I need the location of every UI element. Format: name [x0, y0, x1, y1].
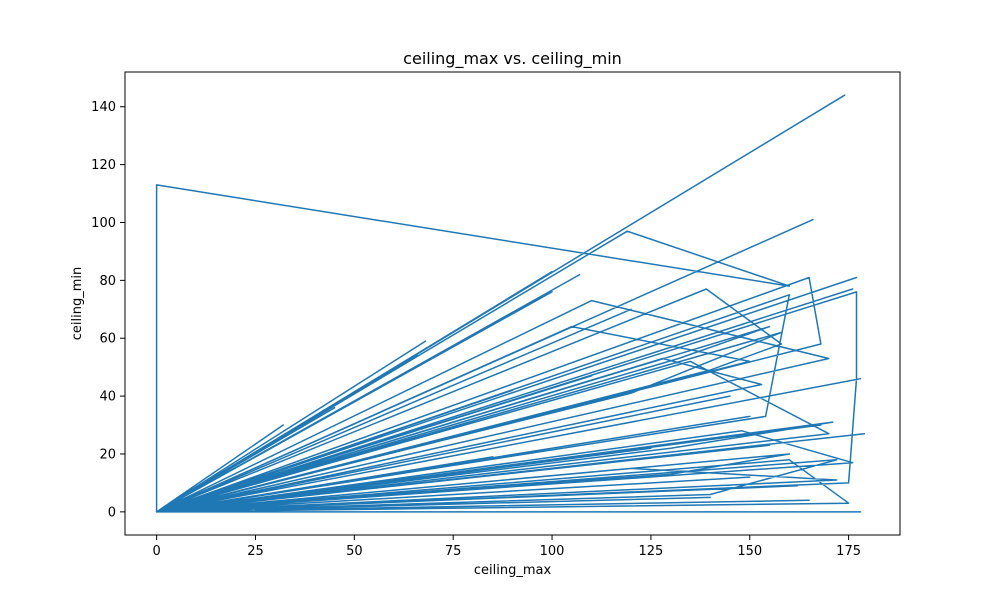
y-tick-label: 140 — [91, 100, 116, 115]
x-axis-ticks: 0 25 50 75 100 125 150 175 — [152, 535, 861, 559]
y-tick-label: 40 — [99, 390, 116, 405]
series-layer — [155, 94, 866, 513]
x-axis-title: ceiling_max — [474, 563, 552, 578]
y-axis-title: ceiling_min — [70, 267, 85, 341]
plot-frame — [124, 71, 901, 536]
x-tick-label: 75 — [445, 544, 462, 559]
x-tick-label: 0 — [152, 544, 160, 559]
y-axis-ticks: 0 20 40 60 80 100 120 140 — [91, 100, 125, 520]
series-line — [155, 94, 866, 513]
x-tick-label: 175 — [836, 544, 861, 559]
x-tick-label: 100 — [540, 544, 565, 559]
y-tick-label: 0 — [108, 505, 116, 520]
x-tick-label: 125 — [638, 544, 663, 559]
x-tick-label: 150 — [737, 544, 762, 559]
y-tick-label: 20 — [99, 447, 116, 462]
y-tick-label: 100 — [91, 216, 116, 231]
x-tick-label: 50 — [346, 544, 363, 559]
chart-title: ceiling_max vs. ceiling_min — [403, 49, 622, 69]
x-tick-label: 25 — [247, 544, 264, 559]
y-tick-label: 80 — [99, 274, 116, 289]
y-tick-label: 120 — [91, 158, 116, 173]
y-tick-label: 60 — [99, 332, 116, 347]
